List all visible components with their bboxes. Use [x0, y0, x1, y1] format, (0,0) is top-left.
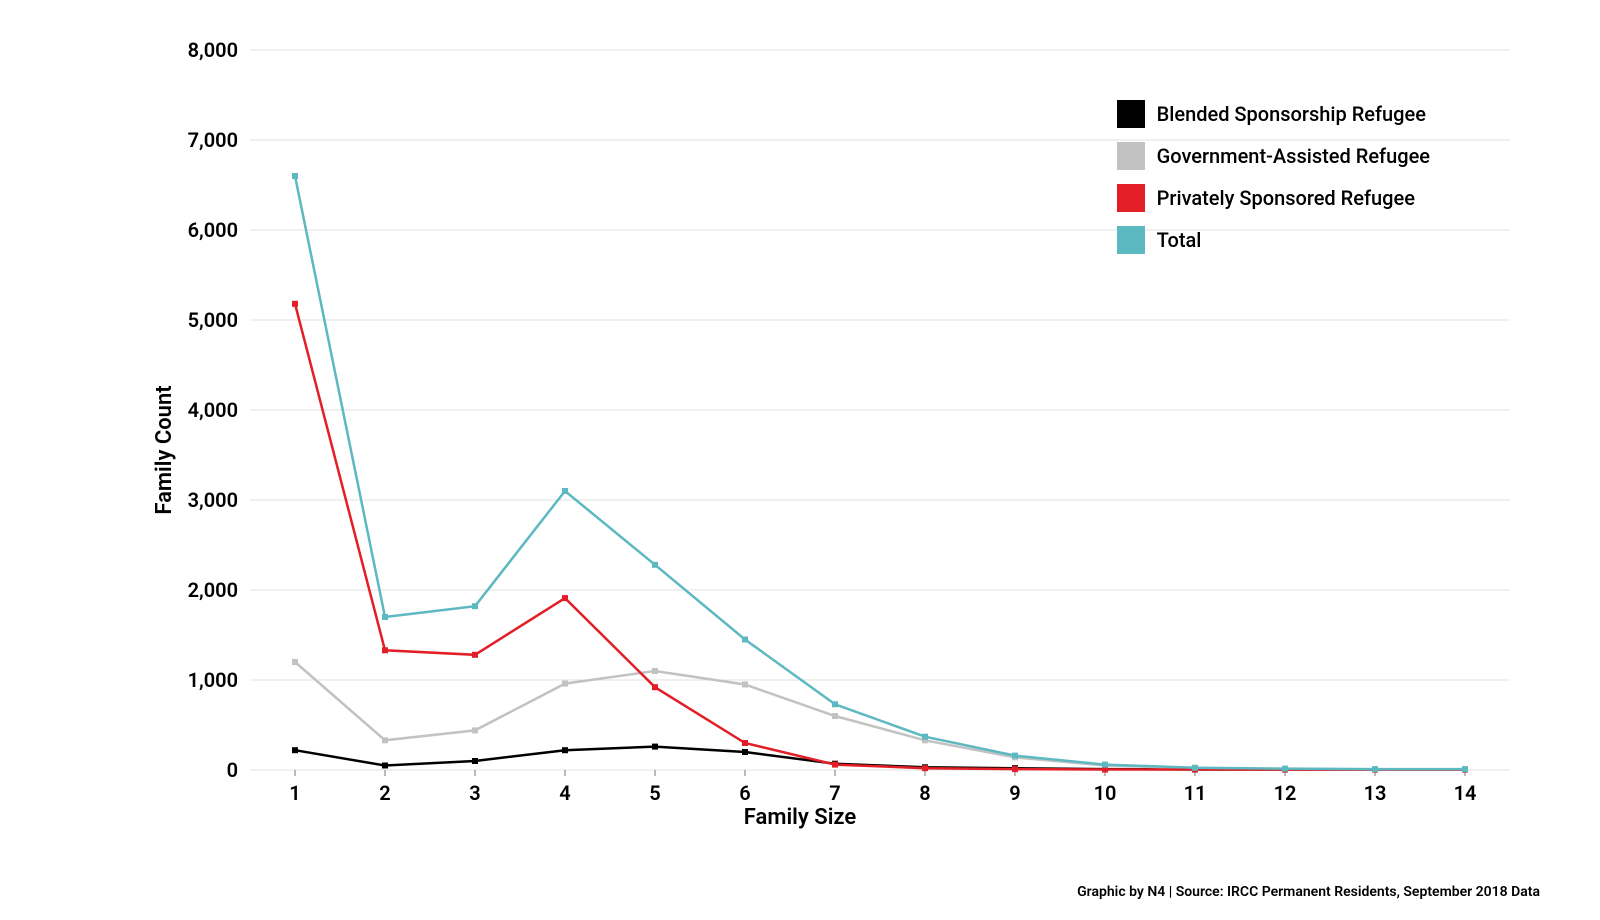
x-tick-label: 3 [469, 781, 480, 805]
series-marker [743, 741, 748, 746]
series-marker [653, 562, 658, 567]
series-marker [1013, 767, 1018, 772]
series-marker [653, 669, 658, 674]
x-tick-label: 5 [649, 781, 660, 805]
legend-item: Privately Sponsored Refugee [1117, 184, 1430, 212]
series-marker [383, 738, 388, 743]
y-axis-label: Family Count [152, 385, 177, 514]
legend-swatch [1117, 226, 1145, 254]
legend-swatch [1117, 100, 1145, 128]
series-marker [383, 763, 388, 768]
x-tick-label: 2 [379, 781, 390, 805]
x-tick-label: 13 [1364, 781, 1387, 805]
series-marker [1373, 767, 1378, 772]
series-marker [563, 596, 568, 601]
y-tick-label: 6,000 [188, 218, 238, 242]
x-tick-label: 11 [1184, 781, 1207, 805]
series-marker [923, 734, 928, 739]
series-marker [293, 748, 298, 753]
series-marker [653, 744, 658, 749]
x-tick-label: 14 [1454, 781, 1477, 805]
series-marker [563, 748, 568, 753]
series-marker [923, 766, 928, 771]
y-tick-label: 5,000 [188, 308, 238, 332]
series-marker [1463, 767, 1468, 772]
legend-label: Government-Assisted Refugee [1157, 144, 1430, 168]
series-marker [833, 714, 838, 719]
series-marker [833, 702, 838, 707]
y-tick-label: 2,000 [188, 578, 238, 602]
series-marker [833, 762, 838, 767]
series-marker [293, 301, 298, 306]
series-marker [1103, 767, 1108, 772]
series-marker [383, 615, 388, 620]
x-tick-label: 12 [1274, 781, 1297, 805]
series-marker [1013, 753, 1018, 758]
legend-item: Blended Sponsorship Refugee [1117, 100, 1430, 128]
legend: Blended Sponsorship Refugee Government-A… [1117, 100, 1430, 254]
series-marker [1103, 762, 1108, 767]
series-marker [383, 648, 388, 653]
series-marker [1193, 765, 1198, 770]
y-tick-label: 8,000 [188, 40, 238, 62]
x-tick-label: 6 [739, 781, 750, 805]
y-tick-label: 7,000 [188, 128, 238, 152]
series-marker [743, 637, 748, 642]
y-tick-label: 3,000 [188, 488, 238, 512]
series-marker [473, 652, 478, 657]
x-tick-label: 10 [1094, 781, 1117, 805]
legend-item: Total [1117, 226, 1430, 254]
x-axis-label: Family Size [744, 805, 856, 830]
series-marker [473, 604, 478, 609]
series-line [295, 662, 1465, 770]
series-marker [653, 685, 658, 690]
series-marker [563, 681, 568, 686]
chart-container: Family Count 0 1,000 2,000 3,000 4,000 5,000 6… [80, 40, 1520, 860]
series-marker [563, 489, 568, 494]
legend-item: Government-Assisted Refugee [1117, 142, 1430, 170]
x-tick-label: 7 [829, 781, 840, 805]
x-tick-label: 8 [919, 781, 930, 805]
y-tick-label: 4,000 [188, 398, 238, 422]
y-tick-label: 1,000 [188, 668, 238, 692]
series-marker [293, 660, 298, 665]
series-marker [743, 750, 748, 755]
x-tick-label: 4 [559, 781, 570, 805]
series-marker [1283, 766, 1288, 771]
series-marker [743, 682, 748, 687]
legend-swatch [1117, 184, 1145, 212]
y-tick-label: 0 [227, 758, 238, 782]
legend-label: Privately Sponsored Refugee [1157, 186, 1415, 210]
series-marker [473, 759, 478, 764]
series-marker [473, 728, 478, 733]
legend-label: Blended Sponsorship Refugee [1157, 102, 1426, 126]
series-line [295, 304, 1465, 770]
legend-label: Total [1157, 228, 1202, 252]
x-tick-label: 9 [1009, 781, 1020, 805]
series-marker [293, 174, 298, 179]
legend-swatch [1117, 142, 1145, 170]
x-tick-label: 1 [289, 781, 300, 805]
footer-credit: Graphic by N4 | Source: IRCC Permanent R… [1077, 884, 1540, 900]
